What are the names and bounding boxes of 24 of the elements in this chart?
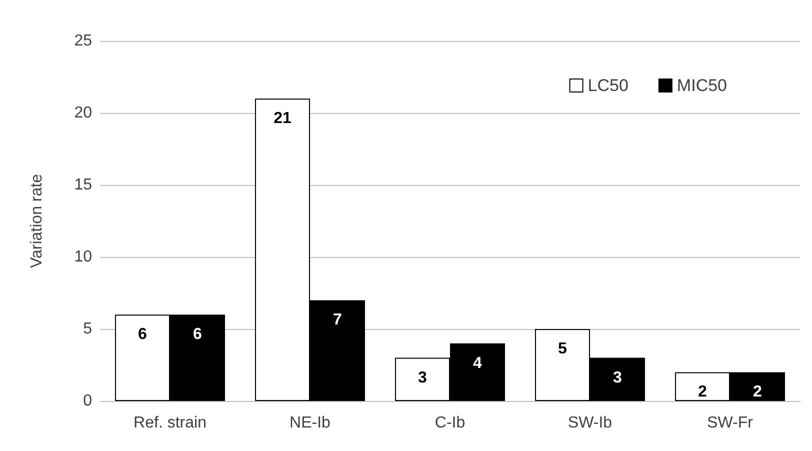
- legend-label: LC50: [588, 76, 628, 95]
- y-tick-label: 20: [74, 104, 92, 122]
- x-tick-label: NE-Ib: [290, 414, 331, 432]
- data-label: 7: [333, 312, 342, 329]
- data-label: 3: [613, 369, 622, 386]
- y-tick-label: 5: [83, 320, 92, 338]
- data-label: 5: [558, 340, 568, 358]
- data-label: 2: [698, 384, 708, 401]
- y-tick-label: 0: [83, 392, 92, 410]
- y-tick-label: 10: [74, 248, 92, 266]
- y-tick-label: 15: [74, 176, 92, 194]
- data-label: 4: [473, 354, 482, 372]
- data-label: 6: [138, 326, 148, 344]
- y-tick-label: 25: [74, 32, 92, 50]
- data-label: 6: [193, 326, 202, 344]
- x-tick-label: Ref. strain: [134, 414, 206, 432]
- x-tick-label: C-Ib: [434, 414, 466, 432]
- x-tick-label: SW-Fr: [707, 414, 754, 432]
- data-label: 21: [274, 110, 292, 128]
- data-label: 3: [418, 369, 428, 386]
- x-tick-label: SW-Ib: [568, 414, 612, 432]
- y-axis-title: Variation rate: [28, 174, 46, 268]
- data-label: 2: [753, 384, 762, 401]
- legend-label: MIC50: [676, 76, 728, 95]
